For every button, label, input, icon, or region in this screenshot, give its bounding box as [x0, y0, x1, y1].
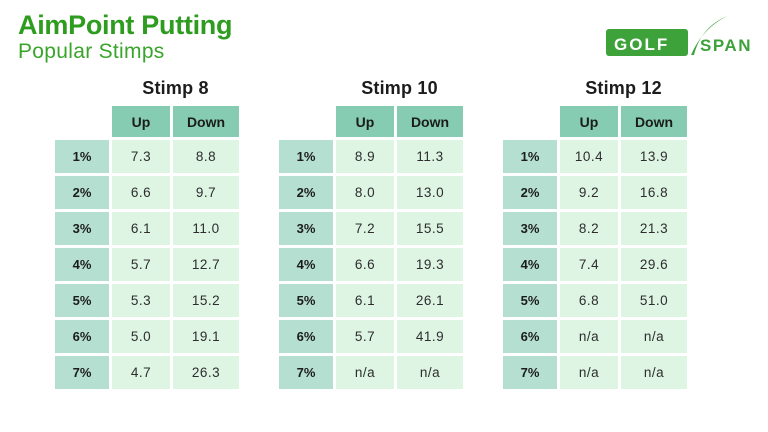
col-header-down: Down: [397, 106, 463, 137]
down-value: 21.3: [621, 212, 687, 245]
corner-spacer: [55, 106, 109, 137]
up-value: 5.0: [112, 320, 170, 353]
row-label: 3%: [55, 212, 109, 245]
col-header-down: Down: [621, 106, 687, 137]
table-title: Stimp 8: [142, 78, 209, 98]
row-label: 1%: [55, 140, 109, 173]
row-label: 1%: [279, 140, 333, 173]
down-value: 26.3: [173, 356, 239, 389]
title-block: AimPoint Putting Popular Stimps: [18, 10, 232, 64]
table-grid: Up Down 1% 8.9 11.3 2% 8.0 13.0 3% 7.2 1…: [279, 106, 465, 389]
down-value: 11.3: [397, 140, 463, 173]
down-value: 12.7: [173, 248, 239, 281]
up-value: 8.0: [336, 176, 394, 209]
down-value: 13.0: [397, 176, 463, 209]
down-value: 13.9: [621, 140, 687, 173]
up-value: n/a: [560, 320, 618, 353]
up-value: 5.3: [112, 284, 170, 317]
up-value: 10.4: [560, 140, 618, 173]
up-value: 8.2: [560, 212, 618, 245]
row-label: 6%: [55, 320, 109, 353]
page-title: AimPoint Putting: [18, 10, 233, 40]
down-value: 16.8: [621, 176, 687, 209]
col-header-up: Up: [336, 106, 394, 137]
down-value: n/a: [621, 356, 687, 389]
row-label: 5%: [503, 284, 557, 317]
stimp8-table: Stimp 8 Up Down 1% 7.3 8.8 2% 6.6 9.7 3%…: [55, 78, 241, 389]
table-title: Stimp 12: [585, 78, 662, 98]
row-label: 2%: [279, 176, 333, 209]
up-value: 5.7: [336, 320, 394, 353]
row-label: 2%: [503, 176, 557, 209]
up-value: n/a: [336, 356, 394, 389]
down-value: 15.5: [397, 212, 463, 245]
up-value: 6.1: [336, 284, 394, 317]
down-value: 41.9: [397, 320, 463, 353]
golfspan-logo: GOLF SPAN: [604, 14, 754, 63]
up-value: 7.4: [560, 248, 618, 281]
down-value: 9.7: [173, 176, 239, 209]
row-label: 1%: [503, 140, 557, 173]
row-label: 5%: [279, 284, 333, 317]
col-header-up: Up: [560, 106, 618, 137]
row-label: 2%: [55, 176, 109, 209]
down-value: n/a: [397, 356, 463, 389]
row-label: 3%: [503, 212, 557, 245]
row-label: 4%: [279, 248, 333, 281]
tables-row: Stimp 8 Up Down 1% 7.3 8.8 2% 6.6 9.7 3%…: [0, 78, 768, 389]
row-label: 5%: [55, 284, 109, 317]
row-label: 6%: [503, 320, 557, 353]
up-value: 4.7: [112, 356, 170, 389]
down-value: 26.1: [397, 284, 463, 317]
row-label: 3%: [279, 212, 333, 245]
down-value: n/a: [621, 320, 687, 353]
corner-spacer: [279, 106, 333, 137]
logo-text-span: SPAN: [700, 36, 752, 55]
up-value: 6.1: [112, 212, 170, 245]
up-value: 7.2: [336, 212, 394, 245]
col-header-up: Up: [112, 106, 170, 137]
col-header-down: Down: [173, 106, 239, 137]
row-label: 7%: [503, 356, 557, 389]
up-value: 6.6: [336, 248, 394, 281]
row-label: 7%: [55, 356, 109, 389]
down-value: 11.0: [173, 212, 239, 245]
down-value: 15.2: [173, 284, 239, 317]
row-label: 4%: [503, 248, 557, 281]
table-grid: Up Down 1% 7.3 8.8 2% 6.6 9.7 3% 6.1 11.…: [55, 106, 241, 389]
down-value: 51.0: [621, 284, 687, 317]
down-value: 19.1: [173, 320, 239, 353]
up-value: 6.6: [112, 176, 170, 209]
down-value: 8.8: [173, 140, 239, 173]
logo-box: [606, 29, 688, 56]
stimp12-table: Stimp 12 Up Down 1% 10.4 13.9 2% 9.2 16.…: [503, 78, 689, 389]
logo-swoosh-icon: [691, 16, 727, 55]
row-label: 4%: [55, 248, 109, 281]
down-value: 19.3: [397, 248, 463, 281]
down-value: 29.6: [621, 248, 687, 281]
table-grid: Up Down 1% 10.4 13.9 2% 9.2 16.8 3% 8.2 …: [503, 106, 689, 389]
up-value: 5.7: [112, 248, 170, 281]
header: AimPoint Putting Popular Stimps GOLF SPA…: [0, 0, 768, 64]
row-label: 7%: [279, 356, 333, 389]
up-value: 7.3: [112, 140, 170, 173]
row-label: 6%: [279, 320, 333, 353]
up-value: 9.2: [560, 176, 618, 209]
up-value: 6.8: [560, 284, 618, 317]
golfspan-logo-graphic: GOLF SPAN: [606, 16, 752, 56]
stimp10-table: Stimp 10 Up Down 1% 8.9 11.3 2% 8.0 13.0…: [279, 78, 465, 389]
corner-spacer: [503, 106, 557, 137]
table-title: Stimp 10: [361, 78, 438, 98]
up-value: n/a: [560, 356, 618, 389]
up-value: 8.9: [336, 140, 394, 173]
logo-text-golf: GOLF: [614, 35, 669, 54]
page-subtitle: Popular Stimps: [18, 40, 165, 63]
